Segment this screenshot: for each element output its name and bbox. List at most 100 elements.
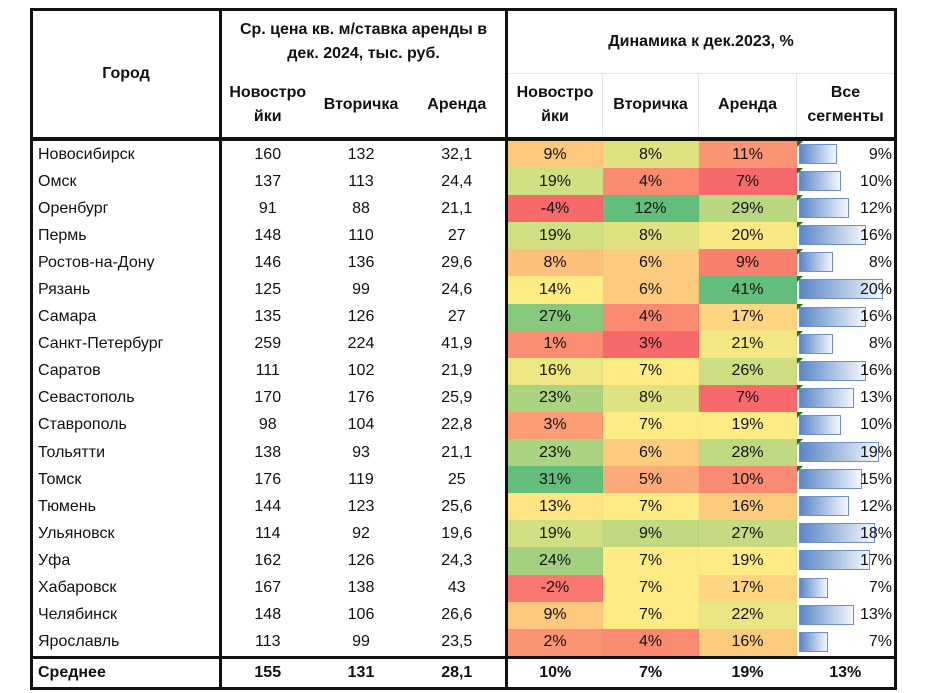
price-new: 135 [254,308,282,326]
dyn-secondary-heat-cell: 7% [602,493,699,521]
error-indicator-icon [797,384,804,391]
table-row: Ростов-на-Дону 146 136 29,6 8% 6% 9% 8% [31,249,896,277]
price-new: 138 [254,443,282,461]
dyn-all-bar-cell: 13% [797,384,896,412]
price-secondary: 132 [347,145,375,163]
dyn-new-heat-cell: 8% [506,249,603,277]
dyn-all-bar-cell: 16% [797,303,896,331]
dyn-all-value: 7% [868,579,893,597]
table-row: Ярославль 113 99 23,5 2% 4% 16% 7% [31,628,896,658]
average-dyn-all: 13% [796,655,896,689]
dyn-new-heat-cell: -4% [506,195,603,223]
dyn-new-heat-cell: 19% [506,520,603,548]
average-dyn-secondary: 7% [602,655,699,689]
table-row: Самара 135 126 27 27% 4% 17% 16% [31,303,896,331]
price-new: 148 [254,226,282,244]
dyn-secondary-heat-cell: 8% [602,384,699,412]
dyn-all-bar-cell: 10% [797,411,896,439]
price-secondary: 126 [347,308,375,326]
dyn-all-value: 10% [859,416,893,434]
dyn-all-bar-cell: 8% [797,249,896,276]
data-bar [799,604,854,625]
dyn-rent-heat-cell: 41% [698,276,797,304]
table-row: Челябинск 148 106 26,6 9% 7% 22% 13% [31,601,896,629]
price-rent: 21,9 [408,357,509,385]
data-bar [799,252,833,273]
data-bar [799,550,871,571]
error-indicator-icon [797,411,804,418]
table-row: Пермь 148 110 27 19% 8% 20% 16% [31,222,896,250]
price-new: 98 [258,416,277,434]
data-bar [799,306,867,327]
price-rent: 43 [408,574,509,602]
average-dyn-rent: 19% [698,655,797,689]
city-name: Рязань [31,276,222,304]
error-indicator-icon [797,303,804,310]
price-secondary: 88 [352,199,370,217]
average-secondary: 131 [313,655,409,689]
dyn-all-value: 10% [859,172,893,190]
price-new: 160 [254,145,282,163]
data-bar [799,198,850,219]
price-secondary: 119 [348,470,374,488]
header-price-secondary: Вторичка [313,73,409,141]
dyn-rent-heat-cell: 17% [698,574,797,602]
dyn-all-bar-cell: 15% [797,466,896,493]
price-new: 162 [254,551,282,569]
dyn-new-heat-cell: 23% [506,384,603,412]
dyn-all-value: 16% [859,362,893,380]
dyn-rent-heat-cell: 17% [698,303,797,331]
table-row: Саратов 111 102 21,9 16% 7% 26% 16% [31,357,896,385]
price-rent: 25,6 [408,493,509,521]
dyn-all-bar-cell: 19% [797,439,896,466]
dyn-all-bar-cell: 8% [797,330,896,358]
header-price-rent: Аренда [408,73,509,141]
city-name: Саратов [31,357,222,385]
price-secondary: 93 [352,443,370,461]
city-name: Ставрополь [31,411,222,440]
price-rent: 29,6 [408,249,509,277]
data-bar [799,225,867,246]
price-rent: 23,5 [408,628,509,658]
dyn-new-heat-cell: 27% [506,303,603,331]
error-indicator-icon [797,439,804,446]
dyn-all-bar-cell: 10% [797,168,896,195]
price-new: 146 [254,253,282,271]
price-secondary: 123 [347,497,375,515]
dyn-all-bar-cell: 16% [797,357,896,385]
price-rent: 24,4 [408,168,509,196]
dyn-secondary-heat-cell: 7% [602,574,699,602]
price-new: 148 [254,606,282,624]
dyn-rent-heat-cell: 20% [698,222,797,250]
price-secondary: 176 [347,389,375,407]
price-new: 176 [254,470,282,488]
dyn-new-heat-cell: 14% [506,276,603,304]
dyn-all-value: 9% [868,145,893,163]
dyn-secondary-heat-cell: 12% [602,195,699,223]
price-secondary: 102 [347,362,375,380]
dyn-all-bar-cell: 13% [797,602,896,629]
table-row: Тольятти 138 93 21,1 23% 6% 28% 19% [31,439,896,467]
price-new: 144 [254,497,282,515]
header-dyn-all: Все сегменты [796,73,896,141]
price-new: 170 [254,389,282,407]
price-rent: 24,6 [408,276,509,304]
price-secondary: 110 [348,226,374,244]
dyn-new-heat-cell: 19% [506,222,603,250]
price-rent: 19,6 [408,520,509,548]
dyn-rent-heat-cell: 26% [698,357,797,385]
dyn-rent-heat-cell: 10% [698,466,797,494]
dyn-secondary-heat-cell: 4% [602,303,699,331]
dyn-rent-heat-cell: 19% [698,547,797,575]
dyn-all-bar-cell: 20% [797,276,896,303]
table-row: Уфа 162 126 24,3 24% 7% 19% 17% [31,547,896,575]
error-indicator-icon [797,357,804,364]
price-secondary: 138 [347,579,375,597]
data-bar [799,387,854,408]
table-row: Ставрополь 98 104 22,8 3% 7% 19% 10% [31,411,896,440]
data-bar [799,333,833,354]
error-indicator-icon [797,330,804,337]
dyn-new-heat-cell: 13% [506,493,603,521]
table-row: Санкт-Петербург 259 224 41,9 1% 3% 21% 8% [31,330,896,358]
price-rent: 25 [408,466,509,494]
